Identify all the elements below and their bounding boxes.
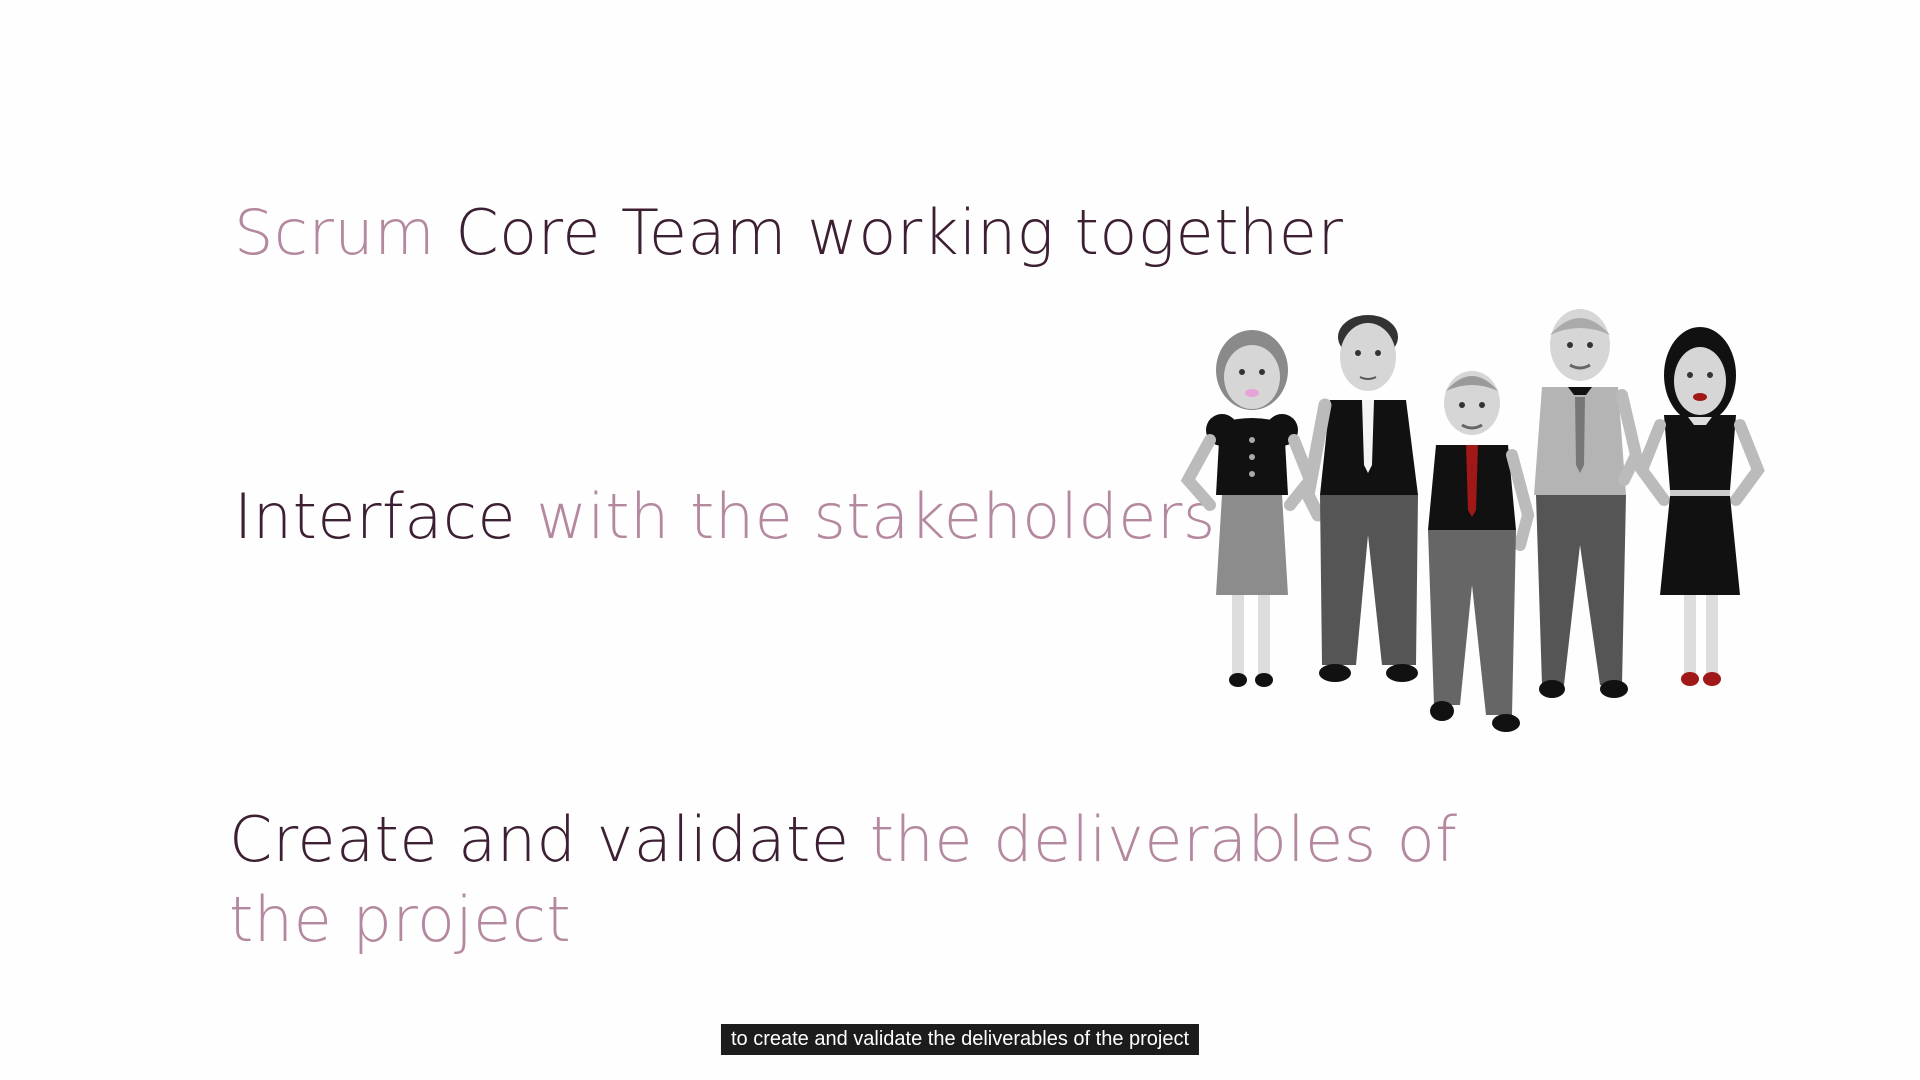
headline-core-team: Scrum Core Team working together <box>234 196 1343 269</box>
subtitle-caption: to create and validate the deliverables … <box>720 1024 1200 1055</box>
person-woman-right <box>1635 327 1765 686</box>
headline-deliverables-accent: the deliverables of the project <box>229 803 1458 956</box>
person-man-red-tie <box>1428 371 1535 732</box>
person-woman-left <box>1180 330 1317 687</box>
team-of-five-people-icon <box>1180 309 1765 732</box>
headline-core-team-accent: Scrum <box>234 196 436 269</box>
headline-deliverables-main: Create and validate <box>229 803 850 876</box>
person-man-grey-shirt <box>1534 309 1643 698</box>
headline-core-team-main: Core Team working together <box>455 196 1344 269</box>
headline-stakeholders-accent: with the stakeholders <box>536 480 1216 553</box>
headline-deliverables: Create and validate the deliverables of … <box>229 800 1529 960</box>
headline-stakeholders-main: Interface <box>234 480 517 553</box>
person-man-white-tie <box>1301 315 1418 682</box>
headline-stakeholders: Interface with the stakeholders <box>234 480 1216 553</box>
